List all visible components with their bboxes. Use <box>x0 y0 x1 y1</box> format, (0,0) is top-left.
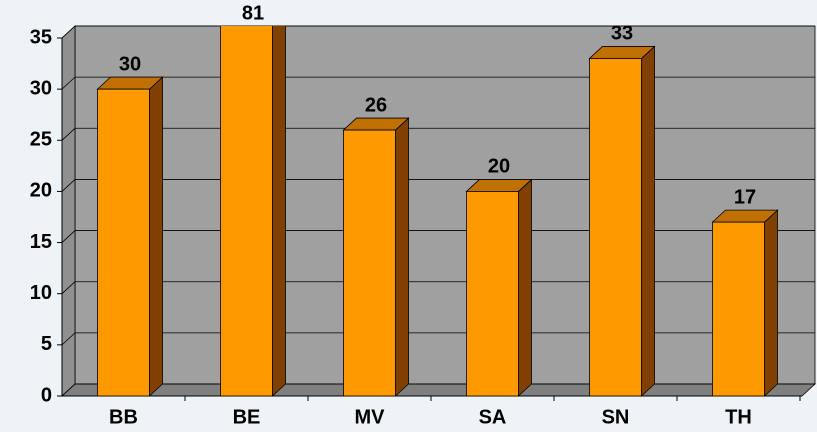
y-tick-label: 0 <box>41 384 52 406</box>
y-tick-label: 20 <box>30 180 52 202</box>
y-tick-label: 30 <box>30 77 52 99</box>
bar <box>466 191 519 397</box>
grid-line <box>61 281 76 295</box>
y-tick-label: 15 <box>30 231 52 253</box>
value-label: 81 <box>242 2 264 24</box>
x-tick-label: MV <box>355 406 386 428</box>
walls <box>57 25 817 401</box>
value-label: 30 <box>119 53 141 75</box>
x-tick-label: BB <box>109 406 138 428</box>
bar-side <box>149 76 163 397</box>
bar-side <box>272 26 286 397</box>
bar-side <box>395 117 409 397</box>
grid-line <box>61 332 76 346</box>
side-wall <box>61 25 76 397</box>
bars <box>96 26 779 397</box>
bar <box>712 221 765 397</box>
grid-line <box>61 179 76 192</box>
y-tick-label: 5 <box>41 333 52 355</box>
value-label: 33 <box>611 23 633 45</box>
y-tick-label: 25 <box>30 129 52 151</box>
value-label: 20 <box>488 156 510 178</box>
bar <box>220 26 273 397</box>
grid-line <box>61 76 76 90</box>
bar <box>589 58 642 397</box>
bar <box>343 129 396 397</box>
floor <box>60 383 817 397</box>
bar-side <box>518 178 532 397</box>
bar-side <box>641 45 655 397</box>
x-tick-label: SA <box>479 406 507 428</box>
y-tick-label: 35 <box>30 26 52 48</box>
bar <box>97 88 150 397</box>
bar-side <box>764 209 778 397</box>
grid-line <box>61 230 76 243</box>
grid-line <box>61 25 76 39</box>
value-label: 17 <box>734 186 756 208</box>
value-label: 26 <box>365 94 387 116</box>
back-wall <box>74 25 816 385</box>
x-tick-label: BE <box>233 406 261 428</box>
grid-line <box>61 383 76 397</box>
x-tick-label: SN <box>602 406 630 428</box>
grid-line <box>61 127 76 141</box>
y-tick-label: 10 <box>30 282 52 304</box>
x-tick-label: TH <box>725 406 752 428</box>
